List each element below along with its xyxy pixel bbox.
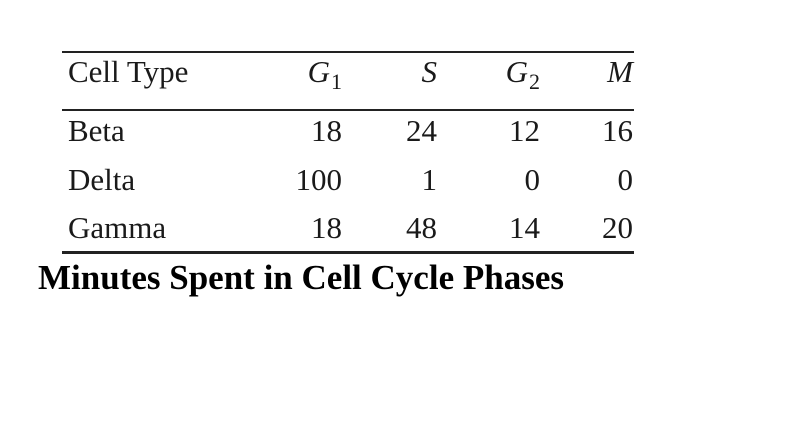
header-text: S — [421, 54, 438, 89]
cell-value: 24 — [406, 113, 437, 148]
cell-value: 14 — [509, 210, 540, 245]
header-text: G — [505, 54, 528, 89]
header-text: Cell Type — [68, 54, 189, 89]
cell-value: 18 — [311, 210, 342, 245]
row-label: Beta — [68, 113, 125, 148]
subscript: 2 — [529, 69, 540, 94]
header-cell: M — [607, 52, 633, 92]
cell-value: 20 — [602, 210, 633, 245]
cell-value: 48 — [406, 210, 437, 245]
cell-value: 0 — [617, 162, 634, 197]
cell-value: 100 — [295, 162, 343, 197]
cell-value: 18 — [311, 113, 342, 148]
header-cell: S — [422, 52, 438, 92]
header-cell: G1 — [308, 52, 342, 95]
header-rule — [62, 109, 634, 111]
header-text: G — [307, 54, 330, 89]
header-cell: G2 — [506, 52, 540, 95]
bottom-rule — [62, 251, 634, 254]
cell-value: 16 — [602, 113, 633, 148]
header-cell: Cell Type — [68, 52, 188, 92]
cell-value: 0 — [524, 162, 541, 197]
cell-value: 12 — [509, 113, 540, 148]
caption: Minutes Spent in Cell Cycle Phases — [38, 258, 564, 297]
row-label: Delta — [68, 162, 136, 197]
subscript: 1 — [331, 69, 342, 94]
row-label: Gamma — [68, 210, 167, 245]
header-text: M — [607, 54, 633, 89]
top-rule — [62, 51, 634, 53]
cell-value: 1 — [421, 162, 438, 197]
